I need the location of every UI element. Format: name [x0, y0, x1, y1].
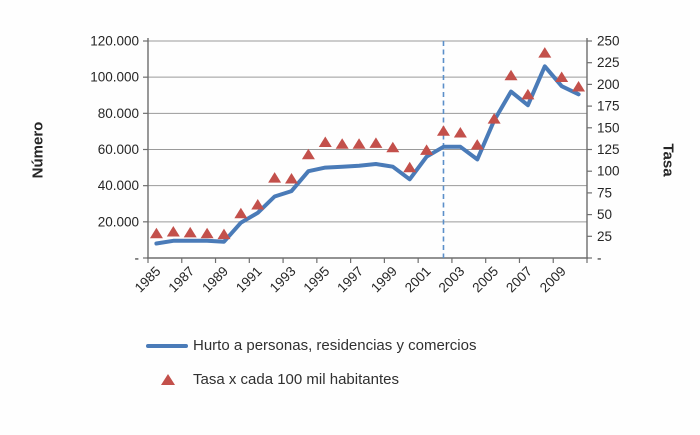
tasa-triangle-marker	[352, 138, 366, 149]
tasa-triangle-marker	[386, 141, 400, 153]
right-axis-title: Tasa	[659, 143, 677, 177]
chart-legend: Hurto a personas, residencias y comercio…	[146, 337, 476, 388]
right-axis-tick-label: -	[597, 251, 602, 266]
x-axis-tick-label: 2005	[469, 264, 501, 296]
legend-item-tasa: Tasa x cada 100 mil habitantes	[146, 371, 476, 388]
legend-item-label: Hurto a personas, residencias y comercio…	[193, 337, 477, 354]
tasa-triangle-marker	[403, 161, 417, 173]
left-axis-tick-label: -	[135, 251, 140, 266]
x-axis-tick-label: 2007	[503, 264, 535, 296]
x-axis-tick-label: 2001	[402, 264, 434, 296]
tasa-triangle-marker	[301, 148, 315, 160]
x-axis-tick-label: 1989	[199, 264, 231, 296]
tasa-triangle-marker	[521, 88, 535, 100]
legend-item-hurto: Hurto a personas, residencias y comercio…	[146, 337, 476, 354]
left-axis-tick-label: 60.000	[98, 142, 139, 157]
right-axis-tick-label: 200	[597, 77, 620, 92]
right-axis-tick-label: 175	[597, 99, 620, 114]
right-axis-tick-label: 150	[597, 120, 620, 135]
left-axis-tick-label: 20.000	[98, 214, 139, 229]
left-axis-tick-label: 80.000	[98, 106, 139, 121]
right-axis-tick-label: 75	[597, 185, 612, 200]
left-axis-tick-label: 120.000	[90, 34, 139, 49]
tasa-triangle-marker	[572, 81, 586, 92]
right-axis-tick-label: 50	[597, 207, 612, 222]
tasa-triangle-marker	[149, 227, 163, 239]
tasa-triangle-marker	[234, 207, 248, 219]
tasa-triangle-marker	[166, 225, 180, 237]
x-axis-tick-label: 2003	[436, 264, 468, 296]
legend-line-swatch	[146, 343, 190, 348]
tasa-triangle-marker	[420, 144, 434, 155]
tasa-triangle-marker	[268, 172, 282, 183]
right-axis-tick-label: 125	[597, 142, 620, 157]
tasa-triangle-marker	[470, 139, 484, 150]
x-axis-tick-label: 1991	[233, 264, 265, 296]
tasa-triangle-marker	[487, 113, 501, 124]
left-axis-tick-label: 100.000	[90, 70, 139, 85]
x-axis-tick-label: 1993	[267, 264, 299, 296]
left-axis-tick-label: 40.000	[98, 178, 139, 193]
right-axis-tick-label: 250	[597, 34, 620, 49]
tasa-triangle-marker	[285, 173, 299, 184]
right-axis-tick-label: 225	[597, 55, 620, 70]
right-axis-tick-label: 25	[597, 229, 612, 244]
x-axis-tick-label: 1997	[334, 264, 366, 296]
tasa-triangle-marker	[217, 228, 231, 240]
tasa-triangle-marker	[555, 71, 569, 82]
x-axis-tick-label: 2009	[537, 264, 569, 296]
tasa-triangle-marker	[251, 199, 265, 210]
tasa-triangle-marker	[504, 69, 518, 81]
x-axis-tick-label: 1995	[301, 264, 333, 296]
tasa-triangle-marker	[369, 137, 383, 148]
x-axis-tick-label: 1999	[368, 264, 400, 296]
legend-triangle-swatch	[146, 374, 190, 385]
tasa-triangle-marker	[335, 138, 349, 149]
triangle-marker-icon	[161, 374, 175, 385]
x-axis-tick-label: 1985	[132, 264, 164, 296]
hurto-line-series	[154, 64, 581, 246]
tasa-triangle-marker	[453, 127, 467, 138]
line-marker-icon	[146, 343, 188, 348]
tasa-triangle-marker	[183, 226, 197, 238]
left-axis-title: Número	[29, 121, 47, 179]
legend-item-label: Tasa x cada 100 mil habitantes	[193, 371, 399, 388]
tasa-triangle-marker	[318, 136, 332, 148]
right-axis-tick-label: 100	[597, 164, 620, 179]
tasa-triangle-marker	[200, 227, 214, 239]
x-axis-tick-label: 1987	[165, 264, 197, 296]
tasa-triangle-marker	[436, 125, 450, 136]
tasa-triangle-marker	[538, 47, 552, 58]
